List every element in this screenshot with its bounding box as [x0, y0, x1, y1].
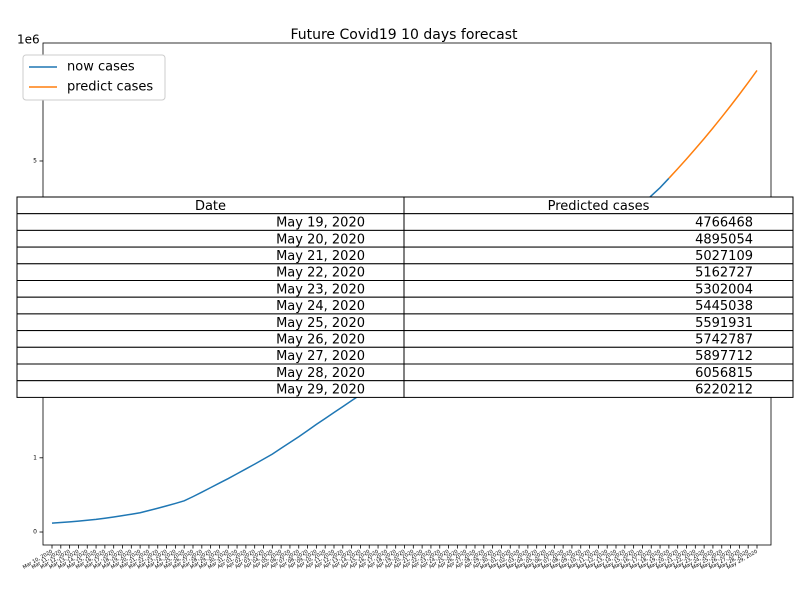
table-value: 6220212 [695, 383, 753, 398]
table-header: Predicted cases [548, 199, 650, 214]
table-date: May 23, 2020 [276, 282, 365, 297]
table-value: 5897712 [695, 349, 753, 364]
chart-title: Future Covid19 10 days forecast [290, 27, 518, 43]
table-value: 4895054 [695, 232, 753, 247]
legend-label: now cases [67, 60, 135, 75]
series-line [668, 69, 758, 179]
y-tick-label: 1 [33, 454, 37, 461]
legend-box [22, 54, 166, 101]
table-date: May 29, 2020 [276, 383, 365, 398]
legend-label: predict cases [67, 80, 153, 95]
table-value: 4766468 [695, 216, 753, 231]
table-value: 5591931 [695, 316, 753, 331]
y-tick-label: 0 [33, 529, 37, 536]
table-date: May 20, 2020 [276, 232, 365, 247]
table-date: May 24, 2020 [276, 299, 365, 314]
table-header: Date [195, 199, 226, 214]
table-date: May 25, 2020 [276, 316, 365, 331]
table-date: May 21, 2020 [276, 249, 365, 264]
table-value: 6056815 [695, 366, 753, 381]
table-value: 5027109 [695, 249, 753, 264]
table-value: 5742787 [695, 332, 753, 347]
table-date: May 27, 2020 [276, 349, 365, 364]
table-cell [403, 380, 794, 398]
table-date: May 28, 2020 [276, 366, 365, 381]
table-date: May 19, 2020 [276, 216, 365, 231]
table-date: May 26, 2020 [276, 332, 365, 347]
y-tick-label: 5 [33, 157, 37, 164]
table-value: 5162727 [695, 266, 753, 281]
y-offset-label: 1e6 [17, 33, 40, 47]
table-value: 5445038 [695, 299, 753, 314]
table-date: May 22, 2020 [276, 266, 365, 281]
table-value: 5302004 [695, 282, 753, 297]
